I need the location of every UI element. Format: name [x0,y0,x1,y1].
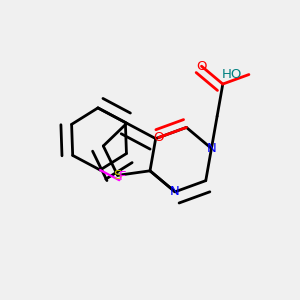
Text: F: F [118,170,126,183]
Text: HO: HO [222,68,242,81]
Text: S: S [113,169,122,182]
Text: O: O [154,131,164,144]
Text: O: O [196,60,207,73]
Text: N: N [170,185,180,198]
Text: N: N [207,142,216,155]
